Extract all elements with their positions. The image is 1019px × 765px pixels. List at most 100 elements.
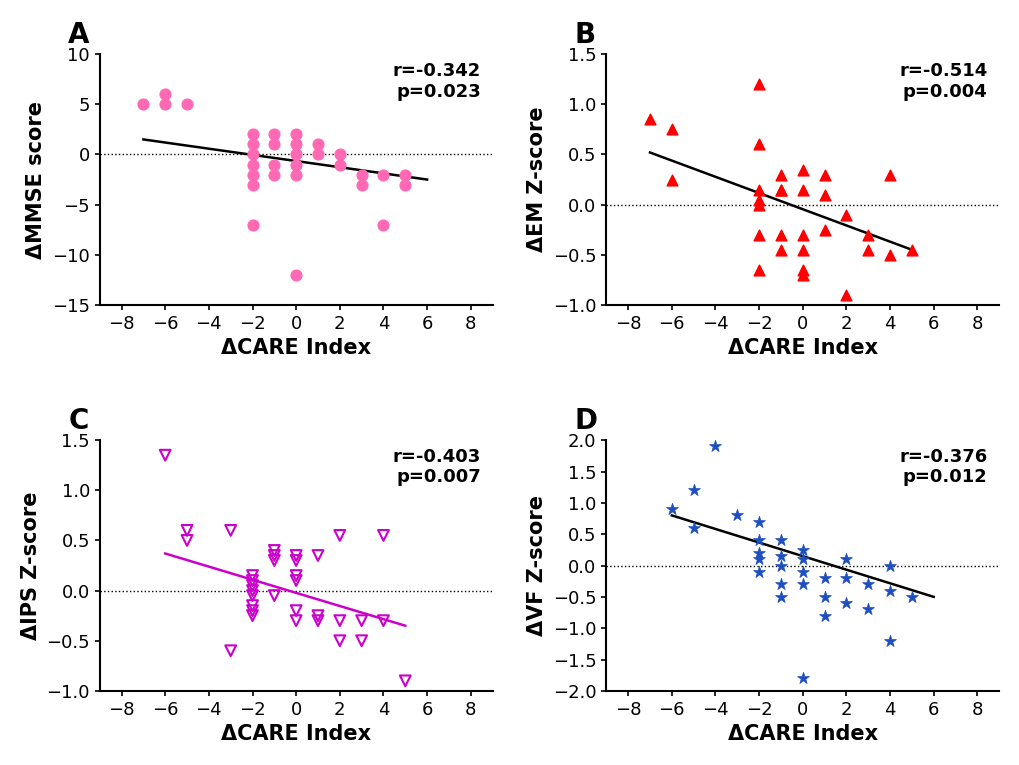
Point — [685, 522, 701, 534]
Point — [750, 565, 766, 578]
Point — [750, 264, 766, 276]
Point — [222, 645, 238, 657]
Point — [287, 269, 304, 281]
Point — [396, 178, 413, 190]
Point — [245, 178, 261, 190]
Point — [772, 184, 789, 196]
Y-axis label: ΔEM Z-score: ΔEM Z-score — [527, 107, 547, 252]
Point — [266, 158, 282, 171]
X-axis label: ΔCARE Index: ΔCARE Index — [727, 724, 877, 744]
Point — [794, 184, 810, 196]
Point — [136, 98, 152, 110]
Point — [245, 604, 261, 617]
Point — [663, 123, 680, 135]
Point — [750, 553, 766, 565]
Point — [354, 635, 370, 647]
Point — [157, 88, 173, 100]
Point — [685, 484, 701, 496]
Point — [772, 534, 789, 546]
Point — [772, 559, 789, 571]
Point — [331, 635, 347, 647]
Point — [838, 288, 854, 301]
Point — [287, 555, 304, 567]
Point — [178, 534, 195, 546]
Point — [815, 572, 832, 584]
Point — [794, 229, 810, 241]
Point — [375, 168, 391, 181]
Point — [815, 188, 832, 200]
Point — [750, 547, 766, 559]
Point — [772, 168, 789, 181]
Text: C: C — [68, 407, 89, 435]
Point — [729, 509, 745, 522]
Point — [266, 168, 282, 181]
Point — [266, 138, 282, 151]
Point — [266, 555, 282, 567]
Point — [815, 168, 832, 181]
Point — [794, 544, 810, 556]
Point — [396, 168, 413, 181]
Point — [881, 168, 898, 181]
Point — [287, 138, 304, 151]
Point — [750, 229, 766, 241]
Point — [838, 209, 854, 221]
Text: r=-0.403
p=0.007: r=-0.403 p=0.007 — [392, 448, 480, 487]
Point — [310, 138, 326, 151]
Point — [310, 610, 326, 622]
Point — [331, 529, 347, 542]
Point — [663, 174, 680, 186]
Point — [287, 129, 304, 141]
Point — [157, 449, 173, 461]
Text: r=-0.342
p=0.023: r=-0.342 p=0.023 — [392, 62, 480, 100]
Point — [641, 113, 657, 125]
Point — [815, 223, 832, 236]
Point — [838, 553, 854, 565]
Point — [331, 148, 347, 161]
Point — [245, 584, 261, 597]
Point — [310, 549, 326, 562]
Point — [287, 158, 304, 171]
Point — [772, 184, 789, 196]
Point — [287, 569, 304, 581]
Point — [859, 229, 875, 241]
Point — [331, 614, 347, 627]
Point — [375, 614, 391, 627]
Point — [245, 168, 261, 181]
Point — [794, 565, 810, 578]
Point — [354, 168, 370, 181]
Text: D: D — [575, 407, 597, 435]
Point — [794, 672, 810, 685]
Point — [815, 591, 832, 603]
X-axis label: ΔCARE Index: ΔCARE Index — [727, 338, 877, 358]
Point — [881, 584, 898, 597]
Point — [794, 264, 810, 276]
Point — [772, 550, 789, 562]
X-axis label: ΔCARE Index: ΔCARE Index — [221, 338, 371, 358]
Point — [245, 575, 261, 587]
Text: r=-0.376
p=0.012: r=-0.376 p=0.012 — [899, 448, 986, 487]
Point — [859, 578, 875, 591]
Point — [750, 194, 766, 206]
Text: r=-0.514
p=0.004: r=-0.514 p=0.004 — [899, 62, 986, 100]
Point — [794, 164, 810, 176]
Point — [838, 572, 854, 584]
Point — [881, 249, 898, 261]
Point — [287, 604, 304, 617]
Point — [245, 600, 261, 612]
Point — [266, 590, 282, 602]
Point — [287, 148, 304, 161]
Point — [287, 168, 304, 181]
Point — [245, 148, 261, 161]
Point — [663, 503, 680, 516]
Point — [838, 597, 854, 609]
Point — [903, 591, 919, 603]
Point — [245, 579, 261, 591]
Point — [266, 545, 282, 557]
Point — [881, 635, 898, 647]
Point — [794, 243, 810, 256]
Point — [750, 138, 766, 151]
Point — [245, 129, 261, 141]
Point — [245, 610, 261, 622]
Point — [772, 243, 789, 256]
Point — [266, 129, 282, 141]
